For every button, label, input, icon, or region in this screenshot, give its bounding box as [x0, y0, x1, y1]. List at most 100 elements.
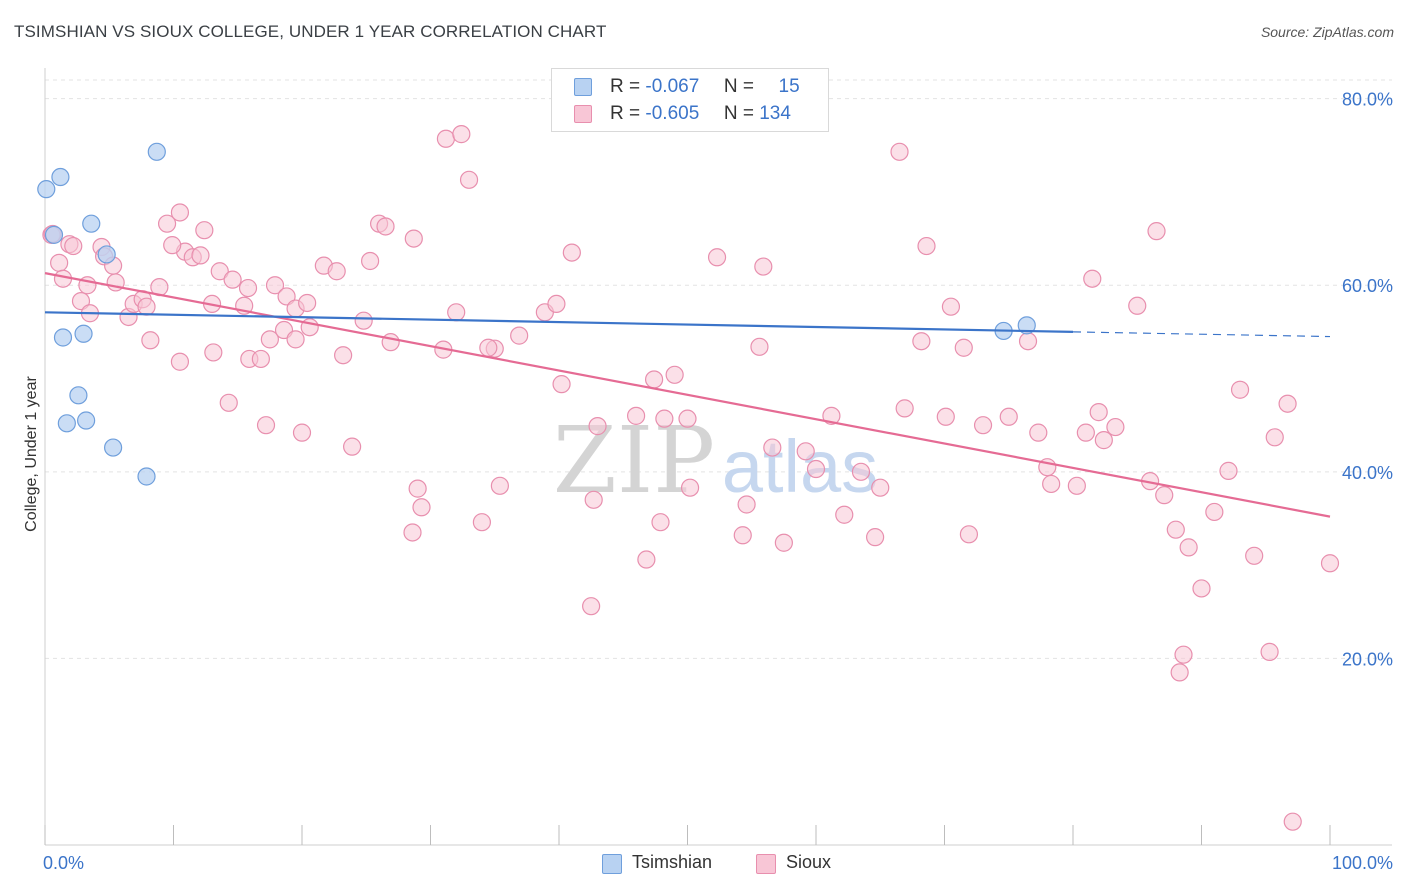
- sioux-legend-label: Sioux: [786, 852, 832, 872]
- sioux-point: [327, 262, 346, 281]
- sioux-point: [1106, 417, 1125, 437]
- sioux-point: [354, 311, 373, 330]
- sioux-point: [436, 129, 456, 148]
- tsimshian-point: [74, 324, 93, 343]
- sioux-point: [552, 375, 571, 394]
- axes: [44, 68, 1392, 846]
- sioux-legend-swatch: [756, 854, 776, 874]
- x-tick-label-min: 0.0%: [43, 853, 84, 873]
- sioux-point: [163, 236, 182, 255]
- sioux-point: [381, 333, 400, 352]
- sioux-point: [750, 337, 769, 356]
- sioux-point: [510, 326, 529, 345]
- sioux-point: [678, 409, 697, 428]
- tick-labels: 20.0% 40.0% 60.0% 80.0% 0.0% 100.0%: [43, 90, 1393, 873]
- sioux-point: [1018, 332, 1038, 351]
- sioux-point: [472, 513, 491, 532]
- sioux-point: [195, 221, 214, 240]
- sioux-point: [286, 330, 305, 349]
- sioux-point: [50, 253, 69, 272]
- sioux-point: [137, 297, 156, 316]
- tsimshian-point: [53, 328, 73, 347]
- sioux-point: [737, 495, 756, 514]
- sioux-point: [210, 262, 229, 281]
- sioux-point: [1147, 222, 1166, 241]
- watermark-atlas: atlas: [722, 425, 878, 508]
- sioux-point: [851, 462, 871, 481]
- sioux-point: [376, 217, 395, 236]
- sioux-point: [1205, 502, 1224, 522]
- sioux-point: [655, 409, 674, 428]
- n-label: N =: [723, 103, 754, 124]
- sioux-point: [1042, 474, 1061, 494]
- sioux-point: [1278, 394, 1297, 413]
- tsimshian-point: [104, 438, 123, 457]
- sioux-point: [680, 478, 700, 497]
- sioux-point: [361, 251, 380, 271]
- sioux-point: [796, 442, 815, 461]
- sioux-point: [547, 294, 566, 314]
- sioux-point: [447, 303, 466, 322]
- sioux-point: [1067, 476, 1086, 495]
- sioux-point: [651, 513, 670, 532]
- sioux-point: [238, 278, 258, 298]
- tsimshian-point: [147, 142, 166, 161]
- sioux-point: [408, 479, 427, 498]
- sioux-point: [191, 246, 210, 265]
- sioux-point: [895, 399, 914, 418]
- sioux-point: [999, 407, 1018, 426]
- sioux-point: [1170, 663, 1189, 682]
- sioux-point: [64, 236, 83, 256]
- sioux-point: [204, 343, 223, 362]
- n-value: 134: [759, 103, 791, 124]
- tsimshian-point: [69, 386, 88, 405]
- sioux-point: [1245, 546, 1264, 565]
- sioux-point: [871, 478, 890, 497]
- gridlines: [45, 79, 1392, 659]
- tsimshian-swatch: [574, 78, 592, 96]
- sioux-point: [265, 276, 285, 295]
- sioux-point: [412, 498, 431, 517]
- tsimshian-point: [82, 214, 101, 233]
- sioux-point: [1128, 296, 1147, 315]
- sioux-point: [917, 236, 936, 256]
- sioux-point: [912, 332, 931, 351]
- sioux-point: [754, 257, 773, 276]
- sioux-point: [298, 293, 317, 313]
- y-tick-label: 60.0%: [1342, 276, 1393, 296]
- sioux-point: [256, 416, 276, 435]
- y-tick-label: 40.0%: [1342, 463, 1393, 483]
- sioux-point: [835, 505, 854, 524]
- sioux-point: [936, 407, 955, 426]
- sioux-point: [251, 349, 270, 369]
- sioux-point: [292, 423, 312, 442]
- sioux-point: [404, 229, 423, 248]
- trend-lines: [44, 272, 1331, 518]
- sioux-point: [774, 533, 793, 552]
- sioux-points: [42, 125, 1340, 831]
- tsimshian-point: [1017, 316, 1036, 335]
- sioux-point: [806, 459, 826, 479]
- sioux-point: [479, 338, 498, 357]
- sioux-point: [822, 406, 841, 425]
- tsimshian-legend-label: Tsimshian: [632, 852, 713, 872]
- sioux-point: [973, 416, 993, 435]
- sioux-point: [334, 346, 353, 365]
- sioux-point: [763, 438, 782, 457]
- tsimshian-point: [37, 180, 56, 199]
- n-label: N =: [723, 76, 754, 97]
- sioux-point: [1174, 645, 1193, 664]
- n-value: 15: [778, 76, 800, 97]
- sioux-point: [866, 528, 885, 547]
- tsimshian-point: [51, 167, 70, 187]
- sioux-point: [170, 352, 190, 371]
- tsimshian-legend-swatch: [602, 854, 622, 874]
- sioux-point: [733, 526, 752, 545]
- sioux-point: [219, 393, 238, 412]
- sioux-point: [170, 203, 190, 222]
- sioux-point: [1320, 554, 1340, 573]
- sioux-point: [941, 297, 961, 316]
- sioux-point: [1076, 423, 1095, 442]
- tsimshian-point: [44, 225, 64, 244]
